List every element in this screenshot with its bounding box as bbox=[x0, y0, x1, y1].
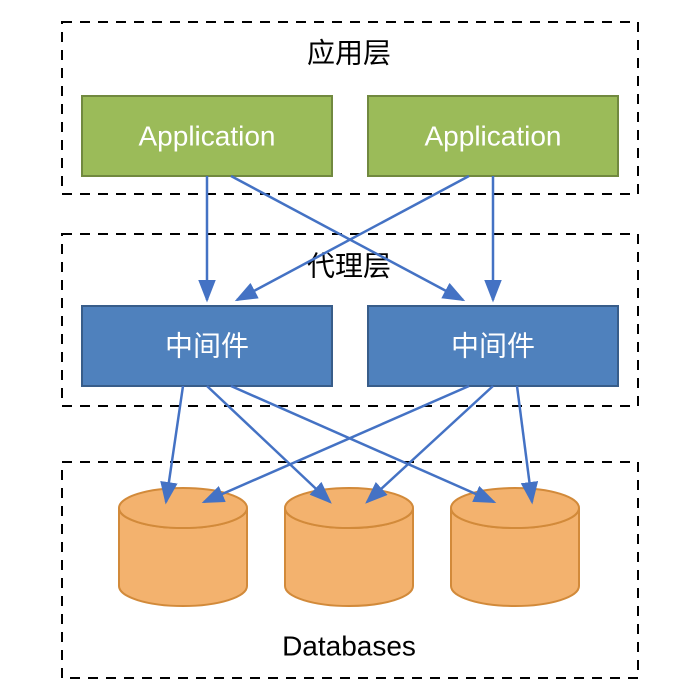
app-layer-title: 应用层 bbox=[307, 37, 391, 68]
arrow-6 bbox=[231, 386, 494, 502]
app-1-label: Application bbox=[139, 120, 276, 151]
db-3-cylinder bbox=[451, 488, 579, 606]
mw-1-label: 中间件 bbox=[165, 330, 249, 361]
arrow-4 bbox=[166, 386, 183, 502]
mw-2-label: 中间件 bbox=[451, 330, 535, 361]
db-layer-title: Databases bbox=[282, 630, 416, 661]
db-1-cylinder bbox=[119, 488, 247, 606]
arrow-9 bbox=[517, 386, 532, 502]
db-2-cylinder bbox=[285, 488, 413, 606]
app-2-label: Application bbox=[425, 120, 562, 151]
architecture-diagram: 应用层ApplicationApplication代理层中间件中间件Databa… bbox=[0, 0, 698, 700]
